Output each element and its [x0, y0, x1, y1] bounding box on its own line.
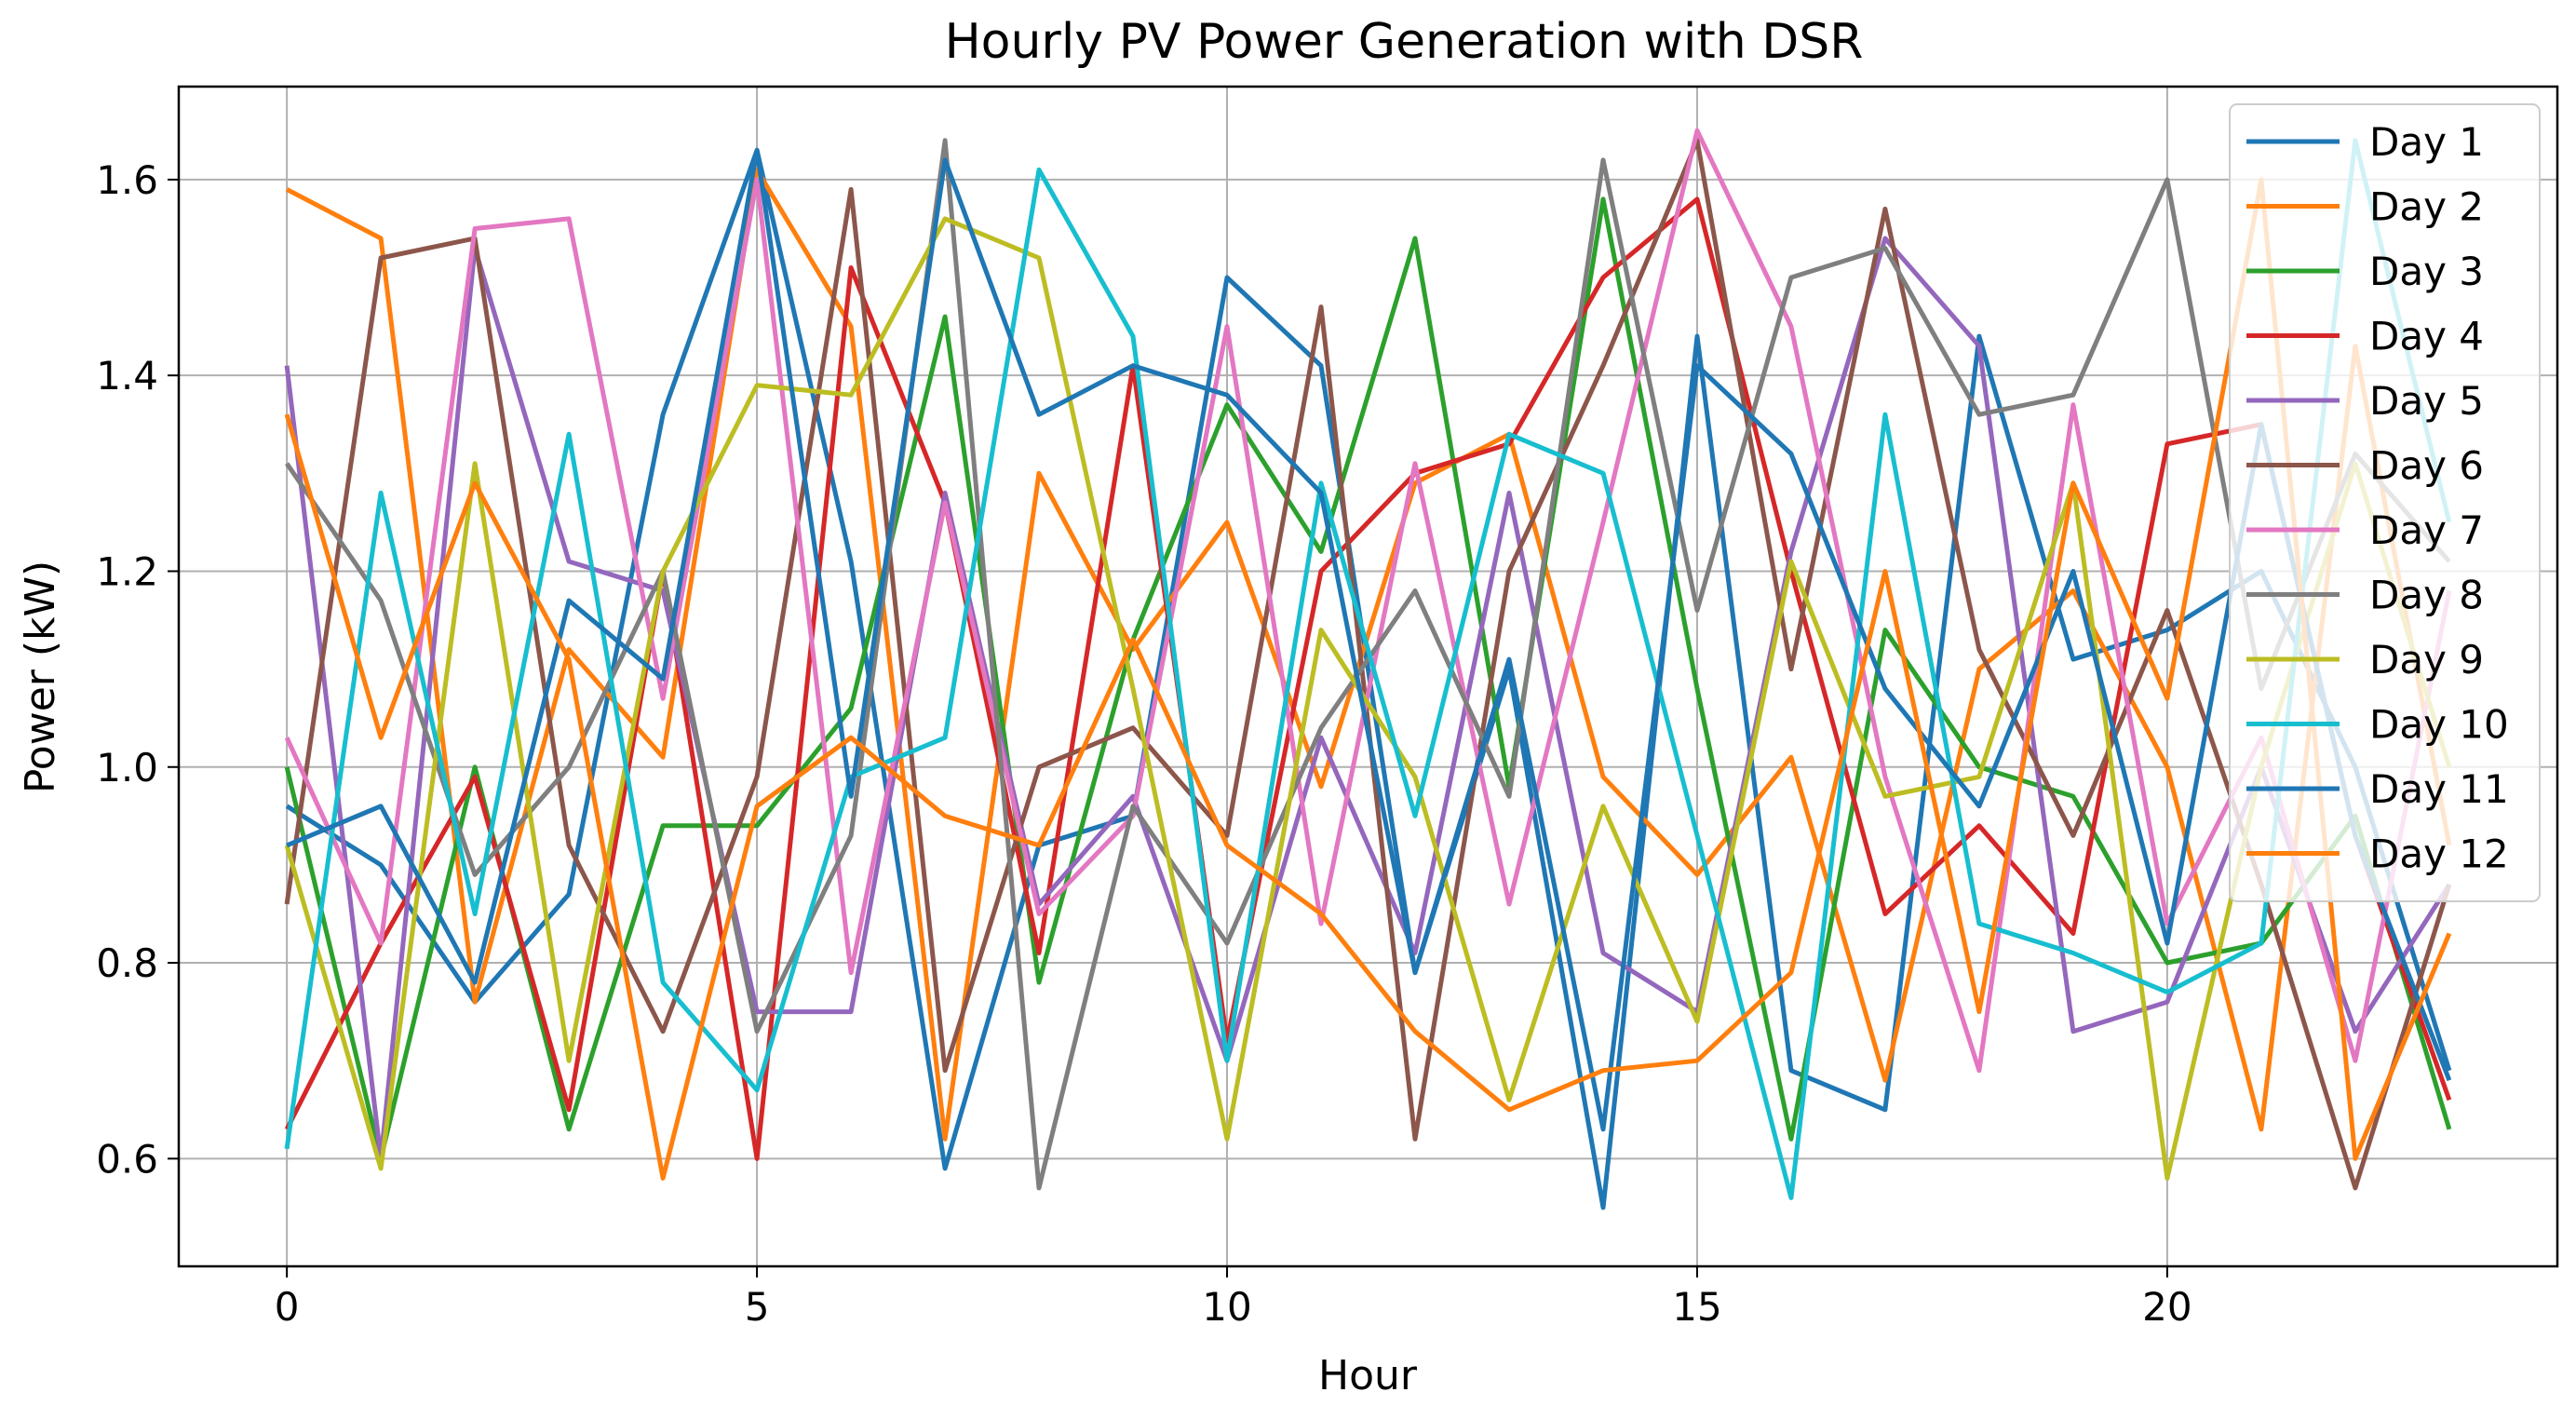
legend: Day 1 Day 2 Day 3 Day 4 Day 5 Day 6 Day 7 Day 8…: [2229, 103, 2541, 902]
y-tick-label: 1.6: [96, 157, 158, 203]
legend-label: Day 12: [2369, 831, 2509, 877]
legend-label: Day 10: [2369, 702, 2509, 748]
legend-label: Day 9: [2369, 637, 2484, 683]
y-tick-label: 0.6: [96, 1136, 158, 1182]
series-line-day-5: [284, 236, 2452, 1161]
chart-title: Hourly PV Power Generation with DSR: [945, 14, 1864, 70]
legend-label: Day 2: [2369, 184, 2484, 230]
legend-label: Day 5: [2369, 378, 2484, 424]
y-tick-label: 1.4: [96, 353, 158, 399]
legend-box: [2229, 103, 2541, 902]
legend-label: Day 8: [2369, 573, 2484, 618]
legend-label: Day 6: [2369, 443, 2484, 489]
x-axis: 0 5 10 15 20: [275, 1266, 2192, 1330]
series-line-day-3: [284, 196, 2452, 1161]
series-line-day-2: [285, 167, 2452, 1142]
series-line-day-10: [284, 138, 2452, 1200]
y-axis: 0.6 0.8 1.0 1.2 1.4 1.6: [96, 157, 179, 1182]
y-axis-title: Power (kW): [17, 561, 64, 793]
series-line-day-7: [284, 128, 2452, 1074]
legend-label: Day 3: [2369, 249, 2484, 294]
legend-label: Day 11: [2369, 766, 2509, 812]
legend-label: Day 1: [2369, 119, 2484, 165]
y-tick-label: 1.2: [96, 548, 158, 594]
y-tick-label: 1.0: [96, 745, 158, 791]
series-line-day-12: [284, 177, 2452, 1181]
series-line-day-11: [286, 147, 2452, 1132]
x-tick-label: 15: [1672, 1284, 1721, 1330]
x-tick-label: 10: [1202, 1284, 1251, 1330]
x-tick-label: 0: [275, 1284, 300, 1330]
legend-label: Day 7: [2369, 507, 2484, 553]
series-line-day-9: [284, 216, 2452, 1181]
series-line-day-1: [285, 147, 2452, 1210]
y-tick-label: 0.8: [96, 940, 158, 986]
series-group: [284, 128, 2452, 1210]
series-line-day-8: [285, 138, 2451, 1191]
legend-label: Day 4: [2369, 314, 2484, 359]
x-axis-title: Hour: [1318, 1352, 1418, 1399]
x-tick-label: 5: [745, 1284, 770, 1330]
x-tick-label: 20: [2142, 1284, 2192, 1330]
plot-frame: [177, 85, 2559, 1268]
